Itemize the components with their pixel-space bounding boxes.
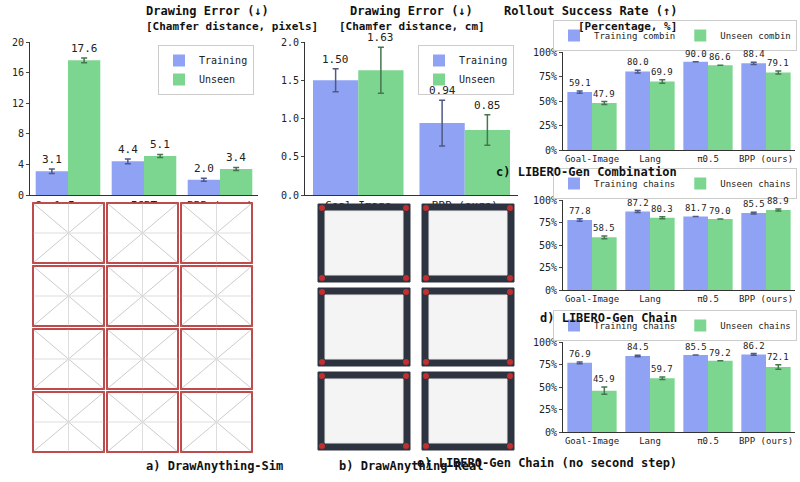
svg-text:50%: 50% <box>539 240 557 251</box>
svg-text:2.0: 2.0 <box>281 37 299 48</box>
svg-text:76.9: 76.9 <box>569 349 591 359</box>
svg-text:Training: Training <box>199 55 247 66</box>
svg-text:BPP (ours): BPP (ours) <box>187 199 253 212</box>
svg-text:87.2: 87.2 <box>627 198 649 208</box>
svg-text:Unseen: Unseen <box>199 74 235 85</box>
svg-text:45.9: 45.9 <box>593 374 615 384</box>
svg-text:a) DrawAnything-Sim: a) DrawAnything-Sim <box>146 459 283 473</box>
svg-text:75%: 75% <box>539 217 557 228</box>
svg-text:100%: 100% <box>532 194 557 206</box>
svg-text:Training: Training <box>459 55 507 66</box>
svg-text:85.5: 85.5 <box>685 342 707 352</box>
svg-text:π0.5: π0.5 <box>697 436 719 446</box>
svg-text:3.4: 3.4 <box>226 151 246 164</box>
svg-text:BPP (ours): BPP (ours) <box>739 154 793 164</box>
svg-text:75%: 75% <box>539 359 557 370</box>
svg-text:75%: 75% <box>539 71 557 82</box>
svg-text:17.6: 17.6 <box>71 42 98 55</box>
svg-text:Unseen chains: Unseen chains <box>720 321 790 331</box>
svg-text:25%: 25% <box>539 120 557 131</box>
svg-text:b) DrawAnything-Real: b) DrawAnything-Real <box>339 459 484 473</box>
svg-text:88.4: 88.4 <box>743 49 765 59</box>
svg-text:69.9: 69.9 <box>651 67 673 77</box>
svg-text:59.1: 59.1 <box>569 78 591 88</box>
svg-text:100%: 100% <box>532 46 557 58</box>
svg-text:77.8: 77.8 <box>569 206 591 216</box>
svg-text:79.0: 79.0 <box>709 206 731 216</box>
svg-text:50%: 50% <box>539 96 557 107</box>
svg-text:[Chamfer distance, cm]: [Chamfer distance, cm] <box>339 20 485 33</box>
svg-text:1.5: 1.5 <box>281 75 299 86</box>
svg-text:Goal-Image: Goal-Image <box>325 199 391 212</box>
svg-text:Goal-Image: Goal-Image <box>35 199 101 212</box>
svg-text:Unseen: Unseen <box>459 74 495 85</box>
svg-text:100%: 100% <box>532 336 557 348</box>
svg-text:16: 16 <box>12 67 24 78</box>
svg-text:0%: 0% <box>545 145 557 156</box>
svg-text:Goal-Image: Goal-Image <box>565 294 619 304</box>
svg-text:0%: 0% <box>545 285 557 296</box>
svg-text:Training combin: Training combin <box>594 31 675 41</box>
svg-text:Unseen chains: Unseen chains <box>720 179 790 189</box>
svg-text:Training chains: Training chains <box>594 179 675 189</box>
svg-text:ICRT: ICRT <box>131 199 158 212</box>
svg-text:d) LIBERO-Gen Chain: d) LIBERO-Gen Chain <box>540 311 677 325</box>
svg-text:0.0: 0.0 <box>281 190 299 201</box>
svg-text:59.7: 59.7 <box>651 364 673 374</box>
svg-text:4.4: 4.4 <box>118 143 138 156</box>
svg-text:Unseen combin: Unseen combin <box>720 31 790 41</box>
svg-text:[Chamfer distance, pixels]: [Chamfer distance, pixels] <box>146 20 318 33</box>
svg-text:25%: 25% <box>539 404 557 415</box>
svg-text:84.5: 84.5 <box>627 342 649 352</box>
svg-text:86.2: 86.2 <box>743 341 765 351</box>
svg-text:Lang: Lang <box>639 154 661 164</box>
svg-text:0: 0 <box>18 190 24 201</box>
svg-text:3.1: 3.1 <box>42 153 62 166</box>
svg-text:BPP (ours): BPP (ours) <box>432 199 498 212</box>
svg-text:85.5: 85.5 <box>743 199 765 209</box>
svg-text:88.9: 88.9 <box>767 196 789 206</box>
svg-text:47.9: 47.9 <box>593 89 615 99</box>
svg-text:[Percentage, %]: [Percentage, %] <box>578 20 677 33</box>
svg-text:79.2: 79.2 <box>709 348 731 358</box>
svg-text:1.0: 1.0 <box>281 113 299 124</box>
svg-text:e) LIBERO-Gen Chain (no second: e) LIBERO-Gen Chain (no second step) <box>417 456 677 470</box>
svg-text:Drawing Error (↓): Drawing Error (↓) <box>146 4 269 18</box>
svg-text:80.0: 80.0 <box>627 57 649 67</box>
svg-text:58.5: 58.5 <box>593 223 615 233</box>
svg-text:Lang: Lang <box>639 436 661 446</box>
svg-text:c) LIBERO-Gen Combination: c) LIBERO-Gen Combination <box>496 165 677 179</box>
svg-text:0.85: 0.85 <box>474 99 501 112</box>
svg-text:86.6: 86.6 <box>709 52 731 62</box>
svg-text:1.50: 1.50 <box>322 53 349 66</box>
svg-text:Training chains: Training chains <box>594 321 675 331</box>
svg-text:79.1: 79.1 <box>767 58 789 68</box>
svg-text:80.3: 80.3 <box>651 204 673 214</box>
svg-text:BPP (ours): BPP (ours) <box>739 294 793 304</box>
svg-text:π0.5: π0.5 <box>697 154 719 164</box>
svg-text:72.1: 72.1 <box>767 352 789 362</box>
svg-text:5.1: 5.1 <box>150 138 170 151</box>
svg-text:Goal-Image: Goal-Image <box>565 436 619 446</box>
svg-text:0.5: 0.5 <box>281 151 299 162</box>
svg-text:Lang: Lang <box>639 294 661 304</box>
svg-text:12: 12 <box>12 98 24 109</box>
svg-text:90.0: 90.0 <box>685 49 707 59</box>
svg-text:1.63: 1.63 <box>367 31 394 44</box>
svg-text:8: 8 <box>18 128 24 139</box>
svg-text:Goal-Image: Goal-Image <box>565 154 619 164</box>
svg-text:BPP (ours): BPP (ours) <box>739 436 793 446</box>
svg-text:2.0: 2.0 <box>194 162 214 175</box>
svg-text:20: 20 <box>12 37 24 48</box>
svg-text:50%: 50% <box>539 382 557 393</box>
svg-text:Rollout Success Rate (↑): Rollout Success Rate (↑) <box>504 4 677 18</box>
svg-text:0.94: 0.94 <box>429 84 456 97</box>
svg-text:81.7: 81.7 <box>685 203 707 213</box>
svg-text:Drawing Error (↓): Drawing Error (↓) <box>350 4 473 18</box>
svg-text:π0.5: π0.5 <box>697 294 719 304</box>
svg-text:4: 4 <box>18 159 24 170</box>
svg-text:25%: 25% <box>539 262 557 273</box>
svg-text:0%: 0% <box>545 427 557 438</box>
